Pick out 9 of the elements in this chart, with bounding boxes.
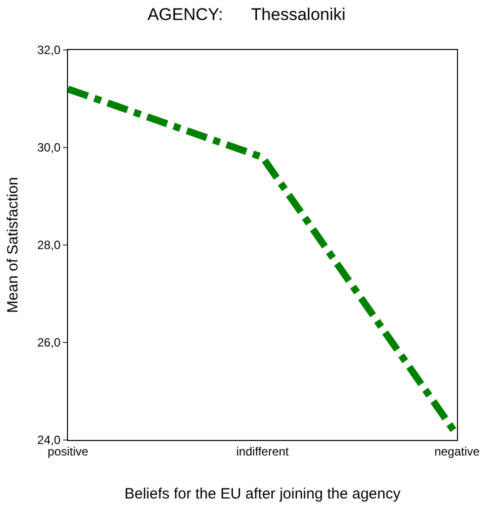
y-tick-label: 30,0 [37,140,61,155]
x-tick-label: negative [434,444,480,458]
y-tick-label: 32,0 [37,43,61,58]
chart-title: AGENCY: Thessaloniki [147,4,346,24]
y-axis-title: Mean of Satisfaction [4,177,22,313]
y-tick-label: 28,0 [37,238,61,252]
x-tick-label: indifferent [236,444,290,458]
y-tick-label: 26,0 [37,336,61,350]
x-axis-title: Beliefs for the EU after joining the agency [124,485,401,502]
